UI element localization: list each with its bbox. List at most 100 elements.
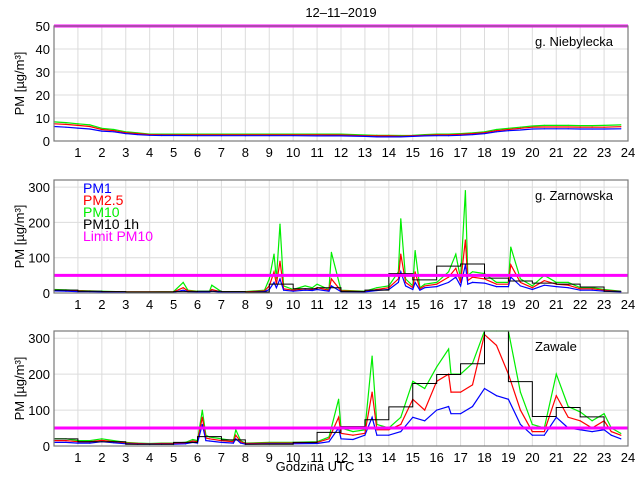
y-axis-label: PM [µg/m³] [12,52,27,116]
series-PM25-point [196,134,199,136]
series-PM10-point [510,246,512,248]
series-PM25-point [620,126,622,128]
x-tick-label: 12 [334,145,348,160]
series-PM10-point [352,431,354,433]
series-PM25-point [65,440,67,442]
series-PM10-1h-step [54,263,621,293]
x-tick-label: 17 [453,450,467,465]
y-tick-label: 10 [36,111,50,126]
series-PM1-point [448,135,450,137]
x-tick-label: 23 [597,297,611,312]
series-PM1-point [172,134,175,137]
series-PM10-point [603,124,605,126]
series-PM25-point [330,278,333,280]
series-PM1-point [412,288,414,291]
series-PM1-point [412,416,414,418]
series-PM1-point [400,271,402,273]
x-tick-label: 1 [74,297,81,312]
series-PM1-line [53,125,621,138]
series-PM10-point [279,223,281,225]
series-PM25-point [519,409,521,411]
x-tick-label: 16 [429,450,443,465]
x-tick-label: 16 [429,145,443,160]
axes-frame [53,330,629,447]
series-PM1-point [244,135,246,137]
series-PM25-point [567,126,569,128]
series-PM10-point [567,281,569,284]
series-PM25-point [101,439,103,441]
x-tick-label: 19 [501,297,515,312]
series-PM10-point [620,432,622,435]
series-PM1-point [471,405,474,408]
series-PM1-point [567,287,569,289]
series-PM1-point [388,136,390,138]
series-PM1-point [459,134,462,136]
station-label: g. Niebylecka [535,34,614,49]
x-tick-label: 18 [477,145,491,160]
series-PM10-point [316,283,318,285]
station-label: g. Zarnowska [535,188,614,203]
x-tick-label: 11 [310,450,324,465]
series-PM1-point [424,135,426,137]
series-PM25-point [208,438,211,440]
series-PM25-point [579,420,581,422]
x-tick-label: 1 [74,145,81,160]
series-PM25-point [620,434,622,436]
series-PM25-point [519,281,521,284]
series-PM1-point [543,128,545,130]
series-PM25-point [376,135,378,137]
x-tick-label: 4 [146,145,153,160]
series-PM25-point [555,395,557,397]
series-PM1-point [483,282,486,284]
series-PM10-point [113,440,115,442]
x-tick-label: 14 [382,450,396,465]
series-PM1-point [77,442,79,444]
series-PM25-point [77,124,79,126]
x-tick-label: 22 [573,297,587,312]
x-tick-label: 8 [242,450,249,465]
axes-frame [53,179,629,294]
series-PM10-point [603,413,605,415]
x-tick-label: 15 [406,297,420,312]
series-PM25-point [603,126,605,128]
series-PM1-point [467,283,469,285]
series-PM1-point [388,434,390,436]
series-PM1-point [113,442,115,444]
series-PM10-line [53,121,621,137]
series-PM10-point [201,409,203,411]
x-tick-label: 24 [621,450,635,465]
series-PM10-point [192,438,194,441]
series-PM10-point [182,281,184,284]
x-tick-label: 14 [382,145,396,160]
x-tick-label: 3 [122,297,129,312]
chart-title: 12–11–2019 [305,5,376,20]
series-PM10-point [448,348,450,350]
series-PM25-point [471,384,474,386]
series-PM1-point [400,136,402,138]
series-PM25-point [579,288,581,290]
x-tick-label: 4 [146,297,153,312]
series-PM10-point [507,127,510,129]
x-tick-label: 5 [170,145,177,160]
series-PM1-point [424,287,426,289]
series-PM1-point [65,441,67,444]
x-tick-label: 7 [218,297,225,312]
series-PM10-point [400,218,402,220]
series-PM1-point [328,441,330,443]
series-PM25-point [579,126,581,128]
series-PM10-point [89,124,91,126]
series-PM1-point [404,285,407,287]
series-PM1-point [330,285,333,287]
panel-0: 1 2 3 4 5 6 7 8 9 10 11 12 13 14 15 16 17 18 19 20 21 22 23 240… [12,19,635,160]
series-PM25-point [567,284,569,286]
x-tick-label: 10 [286,297,300,312]
series-PM25-point [424,285,426,287]
series-PM25-point [268,134,270,136]
series-PM10-point [211,284,213,286]
series-PM25-point [543,431,545,433]
series-PM10-point [424,387,426,390]
x-tick-label: 20 [525,297,539,312]
series-PM1-point [182,289,184,291]
series-PM1-point [555,286,557,288]
series-PM25-point [543,280,545,282]
